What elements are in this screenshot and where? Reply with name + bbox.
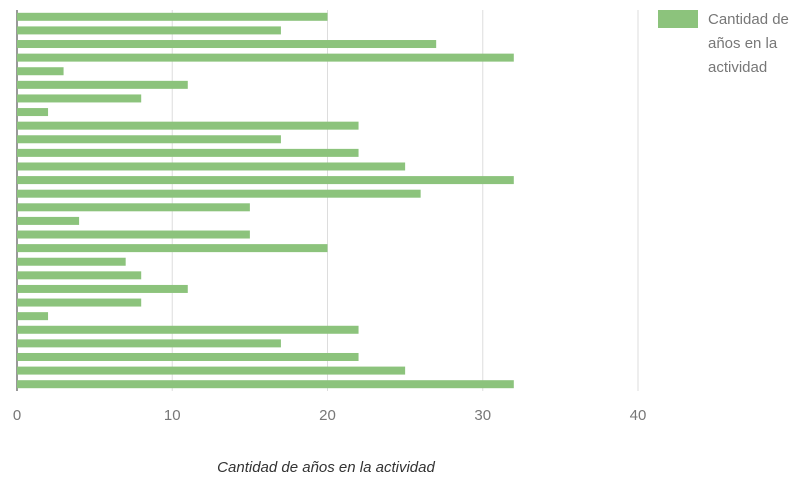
bar — [17, 26, 281, 35]
bar — [17, 325, 359, 334]
bar — [17, 80, 188, 89]
x-axis-title: Cantidad de años en la actividad — [217, 459, 435, 476]
bar — [17, 230, 250, 239]
bar — [17, 135, 281, 144]
x-tick-label: 0 — [13, 407, 21, 424]
bar — [17, 121, 359, 130]
legend-swatch — [658, 10, 698, 28]
bar — [17, 339, 281, 348]
legend-label: Cantidad de años en la actividad — [708, 11, 789, 76]
bar — [17, 244, 328, 253]
bar — [17, 216, 80, 225]
bar — [17, 12, 328, 21]
bar — [17, 257, 126, 266]
bar — [17, 189, 421, 198]
bar — [17, 284, 188, 293]
x-tick-label: 40 — [630, 407, 647, 424]
bar — [17, 366, 406, 375]
bar — [17, 298, 142, 307]
x-tick-label: 30 — [474, 407, 491, 424]
bar — [17, 271, 142, 280]
bar — [17, 40, 437, 49]
bar — [17, 312, 49, 321]
bar — [17, 162, 406, 171]
bar — [17, 53, 514, 62]
bar — [17, 203, 250, 212]
bar — [17, 148, 359, 157]
bar — [17, 108, 49, 117]
bar — [17, 352, 359, 361]
x-tick-label: 10 — [164, 407, 181, 424]
bar — [17, 380, 514, 389]
bar — [17, 67, 64, 76]
x-tick-label: 20 — [319, 407, 336, 424]
bar — [17, 176, 514, 185]
bar — [17, 94, 142, 103]
